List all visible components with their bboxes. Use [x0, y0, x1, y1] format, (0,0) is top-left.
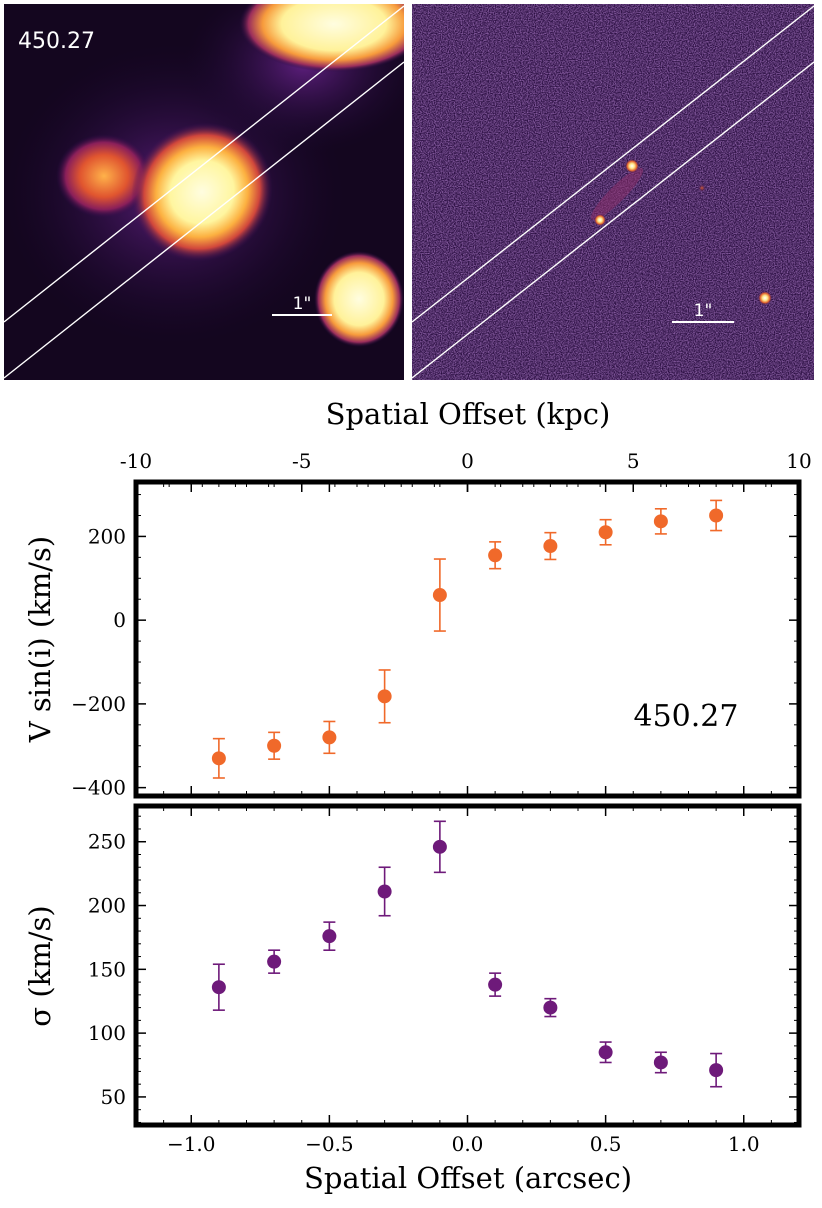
image-left-target-galaxy: [131, 122, 273, 262]
image-right-bright-source: [758, 291, 772, 305]
dispersion-point: [211, 980, 226, 995]
x-tick-label: 0.0: [452, 1132, 484, 1156]
velocity-point: [709, 508, 724, 523]
image-right-svg: 1": [412, 4, 814, 380]
dispersion-point: [543, 1000, 558, 1015]
x-tick-label: −1.0: [167, 1132, 216, 1156]
y-tick-label: 150: [88, 957, 126, 981]
image-right-arc: [590, 167, 644, 221]
y-tick-label: 250: [88, 830, 126, 854]
dispersion-y-label: σ (km/s): [23, 905, 57, 1026]
velocity-point: [653, 514, 668, 529]
dispersion-point: [377, 884, 392, 899]
slit-line-lower-right: [412, 61, 814, 379]
dispersion-point: [432, 839, 447, 854]
dispersion-point: [267, 954, 282, 969]
velocity-annotation: 450.27: [634, 699, 739, 734]
y-tick-label: −200: [71, 692, 126, 716]
velocity-point: [432, 588, 447, 603]
image-left-svg: 1" 450.27: [4, 4, 404, 380]
top-tick-label: -10: [120, 449, 152, 473]
x-tick-label: −0.5: [305, 1132, 354, 1156]
dispersion-point: [653, 1055, 668, 1070]
dispersion-plot-frame: [133, 803, 802, 1128]
x-tick-label: 0.5: [590, 1132, 622, 1156]
scale-label-left: 1": [293, 294, 312, 314]
dispersion-point: [322, 929, 337, 944]
image-left-companion-source: [56, 134, 152, 218]
image-panel-right: 1": [412, 4, 814, 380]
x-tick-label: 1.0: [728, 1132, 760, 1156]
y-tick-label: 0: [113, 608, 126, 632]
velocity-point: [322, 730, 337, 745]
image-left-bottom-source: [314, 251, 404, 347]
y-tick-label: 200: [88, 894, 126, 918]
velocity-plot-frame: [133, 479, 802, 799]
image-right-clump-2: [594, 214, 606, 226]
dispersion-point: [488, 977, 503, 992]
velocity-point: [211, 751, 226, 766]
image-panel-left: 1" 450.27: [4, 4, 404, 380]
scale-label-right: 1": [694, 301, 713, 321]
velocity-point: [598, 525, 613, 540]
dispersion-axes: −1.0 −0.5 0.0 0.5 1.0 50 100 150 200 250: [88, 806, 800, 1156]
image-right-faint-source: [698, 184, 706, 192]
velocity-point: [488, 548, 503, 563]
slit-line-lower-left: [4, 61, 404, 379]
image-right-clump-1: [625, 159, 639, 173]
dispersion-point: [598, 1045, 613, 1060]
top-tick-label: 0: [461, 449, 474, 473]
image-left-top-source: [239, 4, 404, 72]
velocity-point: [543, 539, 558, 554]
velocity-point: [267, 738, 282, 753]
y-tick-label: 200: [88, 524, 126, 548]
top-axis-label: Spatial Offset (kpc): [326, 397, 611, 431]
velocity-axes: −400 −200 0 200: [71, 482, 800, 800]
bottom-axis-label: Spatial Offset (arcsec): [304, 1161, 632, 1195]
velocity-series: [211, 499, 724, 779]
top-tick-label: 10: [786, 449, 811, 473]
velocity-point: [377, 689, 392, 704]
top-tick-label: 5: [627, 449, 640, 473]
slit-line-upper-right: [412, 5, 814, 323]
dispersion-series: [211, 820, 724, 1088]
velocity-y-label: V sin(i) (km/s): [23, 536, 57, 743]
slit-line-upper-left: [4, 5, 404, 323]
y-tick-label: 50: [101, 1085, 126, 1109]
y-tick-label: 100: [88, 1021, 126, 1045]
dispersion-point: [709, 1063, 724, 1078]
y-tick-label: −400: [71, 776, 126, 800]
top-tick-label: -5: [292, 449, 311, 473]
galaxy-id-label: 450.27: [18, 29, 95, 54]
top-axis-ticks: -10 -5 0 5 10: [120, 449, 812, 492]
